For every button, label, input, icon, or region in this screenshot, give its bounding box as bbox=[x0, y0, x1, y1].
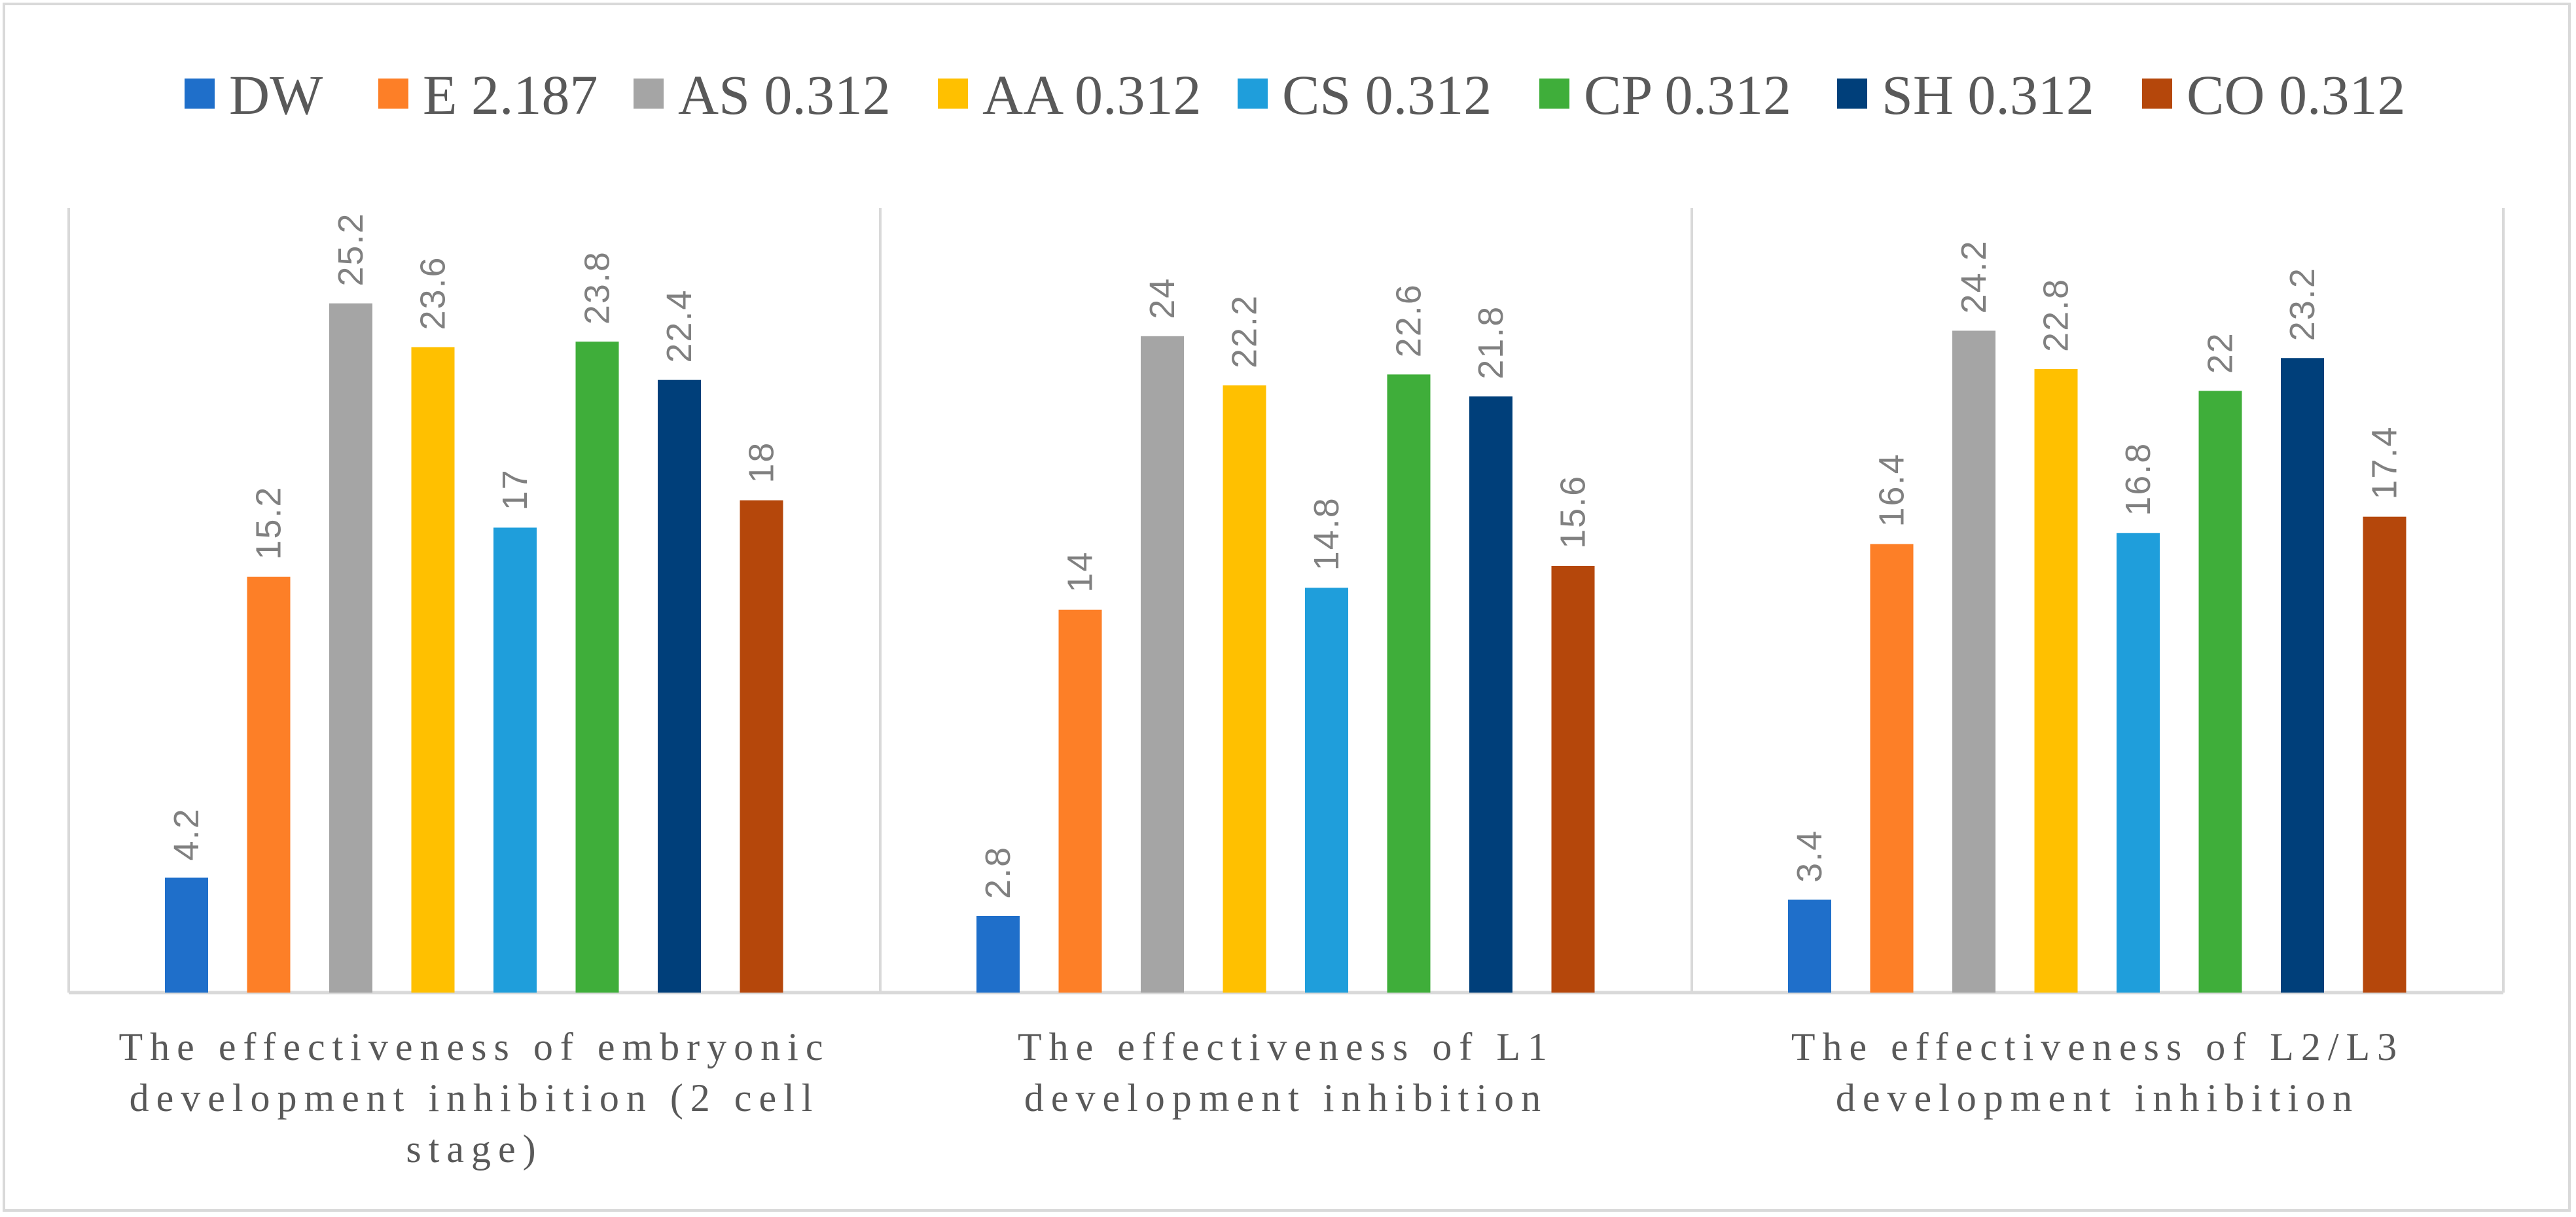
legend-label: CO 0.312 bbox=[2187, 63, 2405, 126]
category-label-line: development inhibition bbox=[1836, 1076, 2359, 1120]
data-label-cp-0-312-cat-1: 23.8 bbox=[578, 251, 617, 325]
bar-dw-cat-3 bbox=[1788, 899, 1831, 993]
bar-e-2-187-cat-1 bbox=[247, 576, 291, 993]
legend-swatch bbox=[378, 79, 408, 109]
legend-swatch bbox=[1837, 79, 1867, 109]
bar-aa-0-312-cat-3 bbox=[2034, 368, 2078, 993]
bar-co-0-312-cat-3 bbox=[2363, 516, 2406, 993]
legend-label: AA 0.312 bbox=[982, 63, 1201, 126]
legend-item-co-0-312: CO 0.312 bbox=[2142, 63, 2405, 126]
bar-co-0-312-cat-1 bbox=[740, 500, 783, 993]
legend-label: E 2.187 bbox=[423, 63, 598, 126]
data-label-dw-cat-2: 2.8 bbox=[978, 846, 1018, 899]
bar-sh-0-312-cat-1 bbox=[658, 379, 701, 993]
legend-swatch bbox=[1539, 79, 1569, 109]
data-label-aa-0-312-cat-2: 22.2 bbox=[1225, 294, 1264, 368]
legend-label: SH 0.312 bbox=[1882, 63, 2094, 126]
data-label-cs-0-312-cat-1: 17 bbox=[495, 468, 535, 510]
legend-item-dw: DW bbox=[185, 63, 323, 126]
data-label-co-0-312-cat-1: 18 bbox=[742, 442, 781, 484]
legend-swatch bbox=[2142, 79, 2172, 109]
data-label-cs-0-312-cat-2: 14.8 bbox=[1307, 497, 1346, 571]
bar-cs-0-312-cat-3 bbox=[2117, 533, 2160, 993]
legend-label: DW bbox=[229, 63, 323, 126]
plot-area: 4.2 15.2 25.2 23.6 17 23.8 22.4 18 2.8 14 24 22.2 14… bbox=[67, 208, 2505, 995]
bar-co-0-312-cat-2 bbox=[1551, 565, 1595, 993]
legend-item-e-2-187: E 2.187 bbox=[378, 63, 598, 126]
legend-swatch bbox=[185, 79, 215, 109]
bar-as-0-312-cat-2 bbox=[1141, 336, 1184, 993]
bar-sh-0-312-cat-3 bbox=[2281, 358, 2324, 993]
category-label-line: The effectiveness of L2/L3 bbox=[1791, 1025, 2404, 1068]
category-label-line: development inhibition (2 cell bbox=[130, 1076, 820, 1120]
data-label-aa-0-312-cat-1: 23.6 bbox=[414, 256, 453, 330]
data-label-as-0-312-cat-2: 24 bbox=[1143, 277, 1182, 319]
legend-swatch bbox=[634, 79, 664, 109]
bar-as-0-312-cat-3 bbox=[1952, 330, 1995, 993]
bar-cp-0-312-cat-1 bbox=[575, 342, 619, 993]
bar-e-2-187-cat-3 bbox=[1870, 544, 1914, 993]
data-label-sh-0-312-cat-1: 22.4 bbox=[660, 289, 699, 363]
legend-item-cs-0-312: CS 0.312 bbox=[1238, 63, 1492, 126]
legend-item-cp-0-312: CP 0.312 bbox=[1539, 63, 1791, 126]
category-label-line: stage) bbox=[406, 1127, 543, 1171]
data-label-e-2-187-cat-1: 15.2 bbox=[249, 486, 289, 560]
legend-item-aa-0-312: AA 0.312 bbox=[938, 63, 1201, 126]
data-label-aa-0-312-cat-3: 22.8 bbox=[2037, 278, 2076, 352]
category-label-line: The effectiveness of embryonic bbox=[119, 1025, 831, 1068]
legend-swatch bbox=[1238, 79, 1268, 109]
legend-swatch bbox=[938, 79, 968, 109]
data-label-as-0-312-cat-3: 24.2 bbox=[1954, 239, 1994, 313]
bar-dw-cat-1 bbox=[165, 877, 208, 993]
bar-cs-0-312-cat-1 bbox=[493, 527, 537, 993]
data-label-sh-0-312-cat-3: 23.2 bbox=[2283, 267, 2322, 341]
data-label-co-0-312-cat-2: 15.6 bbox=[1554, 475, 1593, 549]
data-label-dw-cat-3: 3.4 bbox=[1790, 830, 1829, 883]
data-label-dw-cat-1: 4.2 bbox=[167, 807, 206, 860]
data-label-sh-0-312-cat-2: 21.8 bbox=[1471, 306, 1511, 379]
data-label-cs-0-312-cat-3: 16.8 bbox=[2119, 442, 2158, 516]
bar-e-2-187-cat-2 bbox=[1058, 609, 1102, 993]
legend-label: CP 0.312 bbox=[1584, 63, 1791, 126]
data-label-e-2-187-cat-2: 14 bbox=[1061, 551, 1100, 593]
category-axis-labels: The effectiveness of embryonic developmen… bbox=[119, 1025, 2404, 1171]
bar-as-0-312-cat-1 bbox=[329, 303, 372, 993]
bar-cp-0-312-cat-3 bbox=[2198, 391, 2242, 993]
legend-label: CS 0.312 bbox=[1282, 63, 1492, 126]
bar-dw-cat-2 bbox=[976, 915, 1020, 993]
data-label-e-2-187-cat-3: 16.4 bbox=[1872, 453, 1912, 527]
category-label-line: development inhibition bbox=[1024, 1076, 1548, 1120]
legend-item-sh-0-312: SH 0.312 bbox=[1837, 63, 2094, 126]
legend-label: AS 0.312 bbox=[678, 63, 891, 126]
category-label-line: The effectiveness of L1 bbox=[1018, 1025, 1554, 1068]
bar-aa-0-312-cat-2 bbox=[1223, 385, 1266, 993]
bar-aa-0-312-cat-1 bbox=[411, 347, 455, 993]
category-label-3: The effectiveness of L2/L3 development in… bbox=[1791, 1025, 2404, 1120]
data-label-cp-0-312-cat-3: 22 bbox=[2201, 332, 2240, 374]
category-label-1: The effectiveness of embryonic developmen… bbox=[119, 1025, 831, 1171]
bar-cs-0-312-cat-2 bbox=[1305, 588, 1348, 993]
bar-sh-0-312-cat-2 bbox=[1469, 396, 1512, 993]
legend: DW E 2.187 AS 0.312 AA 0.312 CS 0.312 CP 0.31… bbox=[185, 63, 2405, 126]
data-label-co-0-312-cat-3: 17.4 bbox=[2365, 426, 2405, 500]
legend-item-as-0-312: AS 0.312 bbox=[634, 63, 891, 126]
data-label-as-0-312-cat-1: 25.2 bbox=[331, 213, 370, 287]
bar-cp-0-312-cat-2 bbox=[1387, 374, 1431, 993]
data-label-cp-0-312-cat-2: 22.6 bbox=[1389, 283, 1429, 357]
category-label-2: The effectiveness of L1 development inhib… bbox=[1018, 1025, 1554, 1120]
